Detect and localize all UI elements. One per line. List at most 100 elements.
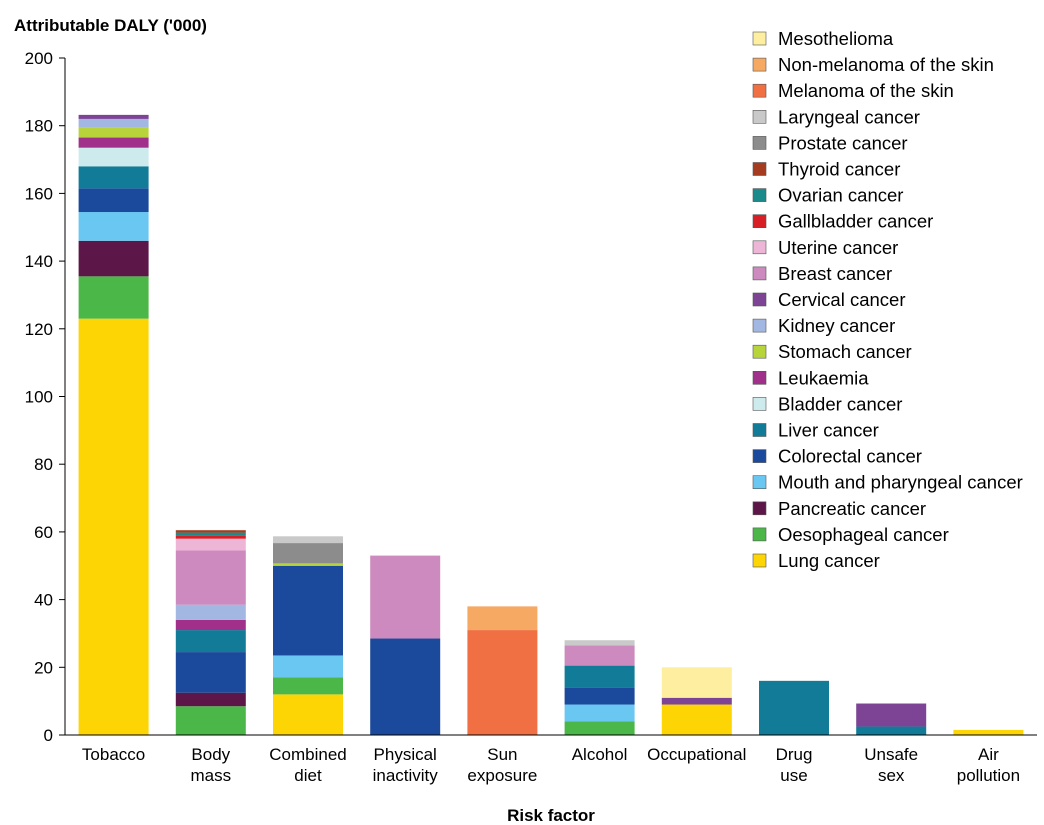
bar-segment	[856, 726, 927, 735]
x-tick-label: Air	[978, 745, 999, 764]
legend-label: Ovarian cancer	[778, 185, 903, 206]
bar-segment	[273, 655, 343, 678]
x-axis-title: Risk factor	[507, 806, 595, 825]
y-tick-label: 40	[34, 591, 53, 610]
legend-swatch	[752, 136, 767, 150]
y-tick-label: 160	[25, 184, 53, 203]
x-tick-label: Body	[191, 745, 230, 764]
legend-label: Non-melanoma of the skin	[778, 54, 994, 75]
bar-segment	[564, 640, 635, 646]
legend-label: Uterine cancer	[778, 237, 898, 258]
bar-segment	[564, 687, 635, 705]
bar-segment	[175, 692, 246, 707]
legend-label: Melanoma of the skin	[778, 80, 954, 101]
bar-segment	[273, 694, 343, 735]
legend-swatch	[752, 31, 767, 46]
legend-swatch	[752, 292, 767, 307]
bar-segment	[78, 147, 149, 167]
legend-label: Mesothelioma	[778, 28, 894, 49]
bar-segment	[175, 652, 246, 693]
legend-label: Cervical cancer	[778, 289, 906, 310]
x-tick-label: Drug	[776, 745, 813, 764]
legend-swatch	[752, 83, 767, 98]
bar-segment	[370, 638, 441, 735]
legend-label: Lung cancer	[778, 550, 880, 571]
x-tick-label: Occupational	[647, 745, 746, 764]
legend-label: Laryngeal cancer	[778, 106, 920, 127]
bar-segment	[467, 630, 538, 735]
x-tick-label: sex	[878, 766, 905, 785]
legend-swatch	[752, 475, 767, 490]
bar-segment	[273, 565, 343, 656]
y-tick-label: 200	[25, 49, 53, 68]
y-tick-label: 180	[25, 117, 53, 136]
y-tick-label: 140	[25, 252, 53, 271]
bar-segment	[175, 706, 246, 735]
bar-segment	[175, 604, 246, 620]
bar-segment	[759, 680, 829, 735]
legend-label: Stomach cancer	[778, 341, 912, 362]
bar-segment	[78, 118, 149, 128]
bar-segment	[661, 697, 732, 705]
legend-swatch	[752, 318, 767, 333]
bars	[78, 114, 1024, 735]
legend-label: Liver cancer	[778, 420, 879, 441]
legend-label: Prostate cancer	[778, 132, 908, 153]
legend-swatch	[752, 188, 767, 202]
bar-segment	[273, 536, 343, 544]
y-tick-label: 120	[25, 320, 53, 339]
bar-segment	[78, 212, 149, 241]
legend-label: Bladder cancer	[778, 393, 902, 414]
bar-segment	[78, 137, 149, 148]
legend-swatch	[752, 397, 767, 411]
y-axis-title: Attributable DALY ('000)	[14, 16, 207, 35]
x-tick-label: Unsafe	[864, 745, 918, 764]
bar-segment	[953, 729, 1024, 735]
legend-swatch	[752, 110, 767, 124]
bar-segment	[175, 530, 246, 533]
bar-segment	[564, 645, 635, 666]
bar-segment	[78, 276, 149, 319]
legend-label: Thyroid cancer	[778, 159, 900, 180]
x-tick-label: use	[780, 766, 807, 785]
x-tick-label: inactivity	[373, 766, 439, 785]
legend: Mesothelioma Non-melanoma of the skin Mela…	[752, 28, 1023, 571]
legend-swatch	[752, 240, 767, 255]
legend-label: Kidney cancer	[778, 315, 895, 336]
legend-swatch	[752, 553, 767, 568]
legend-label: Mouth and pharyngeal cancer	[778, 472, 1023, 493]
legend-label: Pancreatic cancer	[778, 498, 926, 519]
x-axis: Tobacco Body mass Combined diet Physical inact…	[65, 734, 1037, 785]
y-tick-label: 0	[44, 726, 53, 745]
bar-segment	[564, 665, 635, 688]
y-tick-label: 20	[34, 658, 53, 677]
legend-swatch	[752, 527, 767, 542]
bar-segment	[467, 606, 538, 631]
bar-segment	[78, 166, 149, 189]
bar-segment	[78, 127, 149, 138]
legend-swatch	[752, 344, 767, 359]
x-tick-label: exposure	[467, 766, 537, 785]
bar-segment	[78, 240, 149, 277]
bar-segment	[175, 619, 246, 631]
bar-segment	[273, 677, 343, 695]
x-tick-label: Physical	[374, 745, 437, 764]
legend-label: Colorectal cancer	[778, 446, 922, 467]
legend-swatch	[752, 266, 767, 281]
legend-swatch	[752, 423, 767, 437]
x-tick-label: mass	[190, 766, 231, 785]
legend-label: Gallbladder cancer	[778, 211, 933, 232]
y-tick-label: 60	[34, 523, 53, 542]
x-tick-label: Tobacco	[82, 745, 145, 764]
x-tick-label: Alcohol	[572, 745, 628, 764]
legend-label: Oesophageal cancer	[778, 524, 949, 545]
bar-segment	[175, 538, 246, 551]
bar-segment	[661, 704, 732, 735]
bar-segment	[273, 563, 343, 566]
y-tick-label: 80	[34, 455, 53, 474]
bar-segment	[856, 703, 927, 727]
legend-label: Breast cancer	[778, 263, 892, 284]
bar-segment	[175, 532, 246, 536]
bar-segment	[564, 721, 635, 735]
